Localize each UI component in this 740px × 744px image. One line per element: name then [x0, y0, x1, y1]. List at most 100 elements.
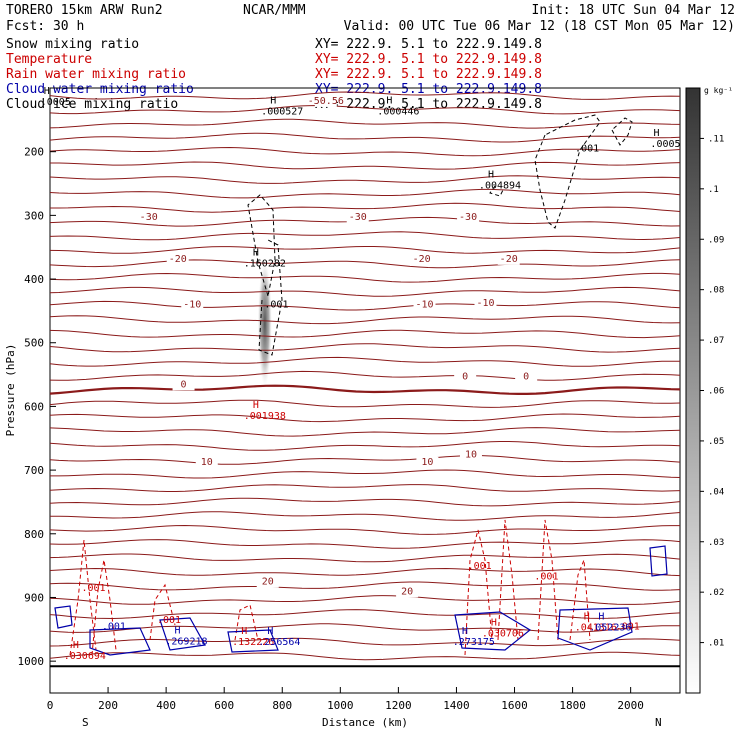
- isotherm-label: 20: [401, 586, 413, 597]
- isotherm-label-bg: [137, 211, 160, 223]
- north-end-label: N: [655, 716, 662, 729]
- isotherm-label-bg: [181, 299, 204, 311]
- forecast-hour: Fcst: 30 h: [6, 19, 84, 34]
- colorbar-tick-label: .08: [708, 286, 724, 296]
- maximum-value-label: .001938: [244, 411, 286, 422]
- isotherm-line: [49, 231, 681, 241]
- ice-contour: [534, 114, 601, 229]
- isotherm-label: -50.56: [308, 96, 344, 107]
- contour-level-label: .001: [82, 583, 106, 594]
- isotherm-label: 0: [523, 372, 529, 383]
- isotherm-line: [49, 581, 681, 591]
- y-tick-label: 900: [24, 591, 44, 604]
- y-tick-label: 700: [24, 464, 44, 477]
- isotherm-label-bg: [314, 95, 337, 107]
- contour-level-label: .001: [616, 621, 640, 632]
- colorbar-tick-label: .02: [708, 588, 724, 598]
- isotherm-label-bg: [413, 299, 436, 311]
- isotherm-line: [49, 441, 681, 451]
- isotherm-label-bg: [459, 449, 482, 461]
- high-marker: H: [462, 626, 468, 637]
- y-tick-label: 400: [24, 273, 44, 286]
- ice-contour: [611, 117, 633, 146]
- isotherm-line: [49, 175, 681, 184]
- valid-time: Valid: 00 UTC Tue 06 Mar 12 (18 CST Mon …: [344, 19, 735, 34]
- high-marker: H: [174, 626, 180, 637]
- isotherm-line: [49, 356, 680, 367]
- high-marker: H: [44, 86, 50, 97]
- high-marker: H: [253, 247, 259, 258]
- y-tick-label: 300: [24, 209, 44, 222]
- cloud-water-contour: [454, 611, 532, 651]
- high-marker: H: [386, 96, 392, 107]
- y-axis-label: Pressure (hPa): [4, 344, 17, 437]
- colorbar-tick-label: .11: [708, 134, 724, 144]
- cloud-water-contour: [227, 629, 279, 653]
- x-tick-label: 600: [214, 699, 234, 712]
- rain-contour: [497, 519, 519, 641]
- isotherm-line: [49, 623, 681, 633]
- x-axis-label: Distance (km): [322, 716, 408, 729]
- isotherm-line: [49, 343, 681, 353]
- rain-contour: [569, 559, 591, 641]
- y-tick-label: 500: [24, 337, 44, 350]
- axes: 0 200 400 600 800 1000 1200 1400 1600 1800 2000200…: [18, 146, 644, 712]
- cloud-water-contour: [557, 607, 633, 651]
- isotherm-label: 20: [262, 577, 274, 588]
- x-tick-label: 400: [156, 699, 176, 712]
- legend-entry-coords: XY= 222.9. 5.1 to 222.9.149.8: [315, 52, 542, 67]
- legend-entry-coords: XY= 222.9. 5.1 to 222.9.149.8: [315, 37, 542, 52]
- isotherm-line: [49, 637, 681, 647]
- isotherm-line: [49, 553, 681, 563]
- isotherm-label: -20: [169, 254, 187, 265]
- isotherm-line: [49, 246, 681, 254]
- contour-level-label: .001: [102, 621, 126, 632]
- maximum-value-label: .0005: [41, 97, 71, 108]
- isotherm-line: [50, 161, 681, 170]
- y-tick-label: 800: [24, 528, 44, 541]
- maximum-value-label: .041316: [575, 623, 617, 634]
- org-label: NCAR/MMM: [243, 3, 306, 18]
- legend-entry-name: Cloud ice mixing ratio: [6, 97, 178, 112]
- colorbar-tick-label: .01: [708, 639, 724, 649]
- rain-contour: [234, 604, 259, 641]
- high-marker: H: [598, 612, 604, 623]
- isotherm-label: -30: [459, 212, 477, 223]
- contour-level-label: .001: [157, 615, 181, 626]
- high-marker: H: [270, 96, 276, 107]
- maximum-value-label: .052236: [589, 623, 631, 634]
- colorbar-gradient: [685, 87, 701, 694]
- isotherm-line: [49, 259, 681, 269]
- maximum-value-label: .160282: [244, 258, 286, 269]
- rain-contour: [91, 559, 117, 656]
- isotherm-label: -10: [183, 300, 201, 311]
- isotherm-line: [50, 511, 681, 521]
- model-title: TORERO 15km ARW Run2: [6, 3, 163, 18]
- isotherm-label-bg: [457, 211, 480, 223]
- isotherm-label-bg: [256, 576, 279, 588]
- isotherm-label-bg: [515, 371, 538, 383]
- high-marker: H: [73, 640, 79, 651]
- high-marker: H: [584, 612, 590, 623]
- isotherm-label: 10: [421, 457, 433, 468]
- isotherm-line: [49, 315, 681, 325]
- isotherm-label-bg: [410, 253, 433, 265]
- isotherm-label-bg: [172, 379, 195, 391]
- isotherm-label-bg: [497, 253, 520, 265]
- isotherm-line: [49, 300, 681, 311]
- ice-contour: [489, 185, 504, 197]
- x-tick-label: 1600: [501, 699, 528, 712]
- cloud-water-contour: [159, 617, 206, 651]
- contour-level-label: .001: [468, 561, 492, 572]
- ice-contour: [247, 194, 276, 297]
- maximum-value-label: .030694: [64, 651, 106, 662]
- isotherm-line: [49, 539, 681, 549]
- x-tick-label: 800: [272, 699, 292, 712]
- isotherm-line: [49, 286, 681, 297]
- maximum-value-label: .256564: [258, 637, 300, 648]
- maximum-value-label: .004894: [479, 181, 521, 192]
- isotherm-label: 0: [181, 379, 187, 390]
- x-tick-label: 2000: [617, 699, 644, 712]
- isotherm-label: -10: [476, 298, 494, 309]
